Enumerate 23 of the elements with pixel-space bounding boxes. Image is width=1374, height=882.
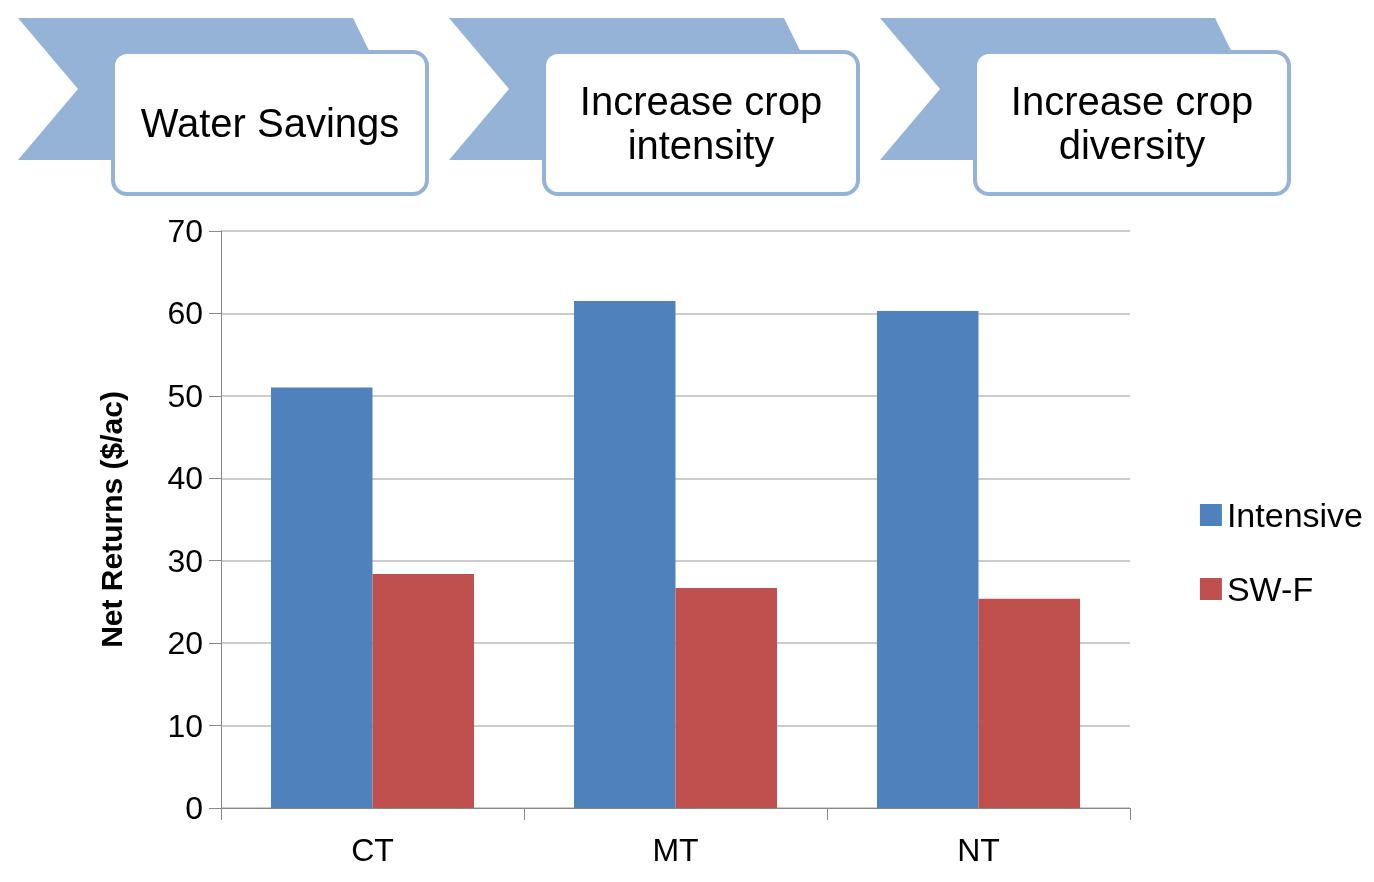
y-axis-title: Net Returns ($/ac) [94, 391, 128, 648]
bar [675, 587, 778, 808]
y-tick-label: 70 [167, 213, 203, 249]
bar [271, 387, 373, 808]
bar [877, 310, 979, 808]
bar [574, 301, 676, 808]
y-tick-label: 30 [167, 542, 203, 579]
bar [372, 573, 475, 808]
legend-label: Intensive [1226, 496, 1364, 534]
y-tick-label: 0 [185, 790, 203, 826]
text-box: Increase crop intensity [542, 50, 860, 196]
y-tick-label: 10 [167, 707, 203, 744]
x-tick-label: NT [957, 832, 1000, 868]
legend-label: SW-F [1226, 570, 1314, 608]
x-tick-label: MT [652, 832, 699, 868]
y-tick-label: 50 [167, 377, 203, 414]
bar [978, 598, 1081, 808]
y-tick-label: 60 [167, 295, 203, 332]
x-tick-label: CT [351, 832, 394, 868]
text-box: Increase crop diversity [973, 50, 1291, 196]
y-tick-label: 20 [167, 625, 203, 662]
y-tick-label: 40 [167, 460, 203, 497]
text-box: Water Savings [111, 50, 429, 196]
